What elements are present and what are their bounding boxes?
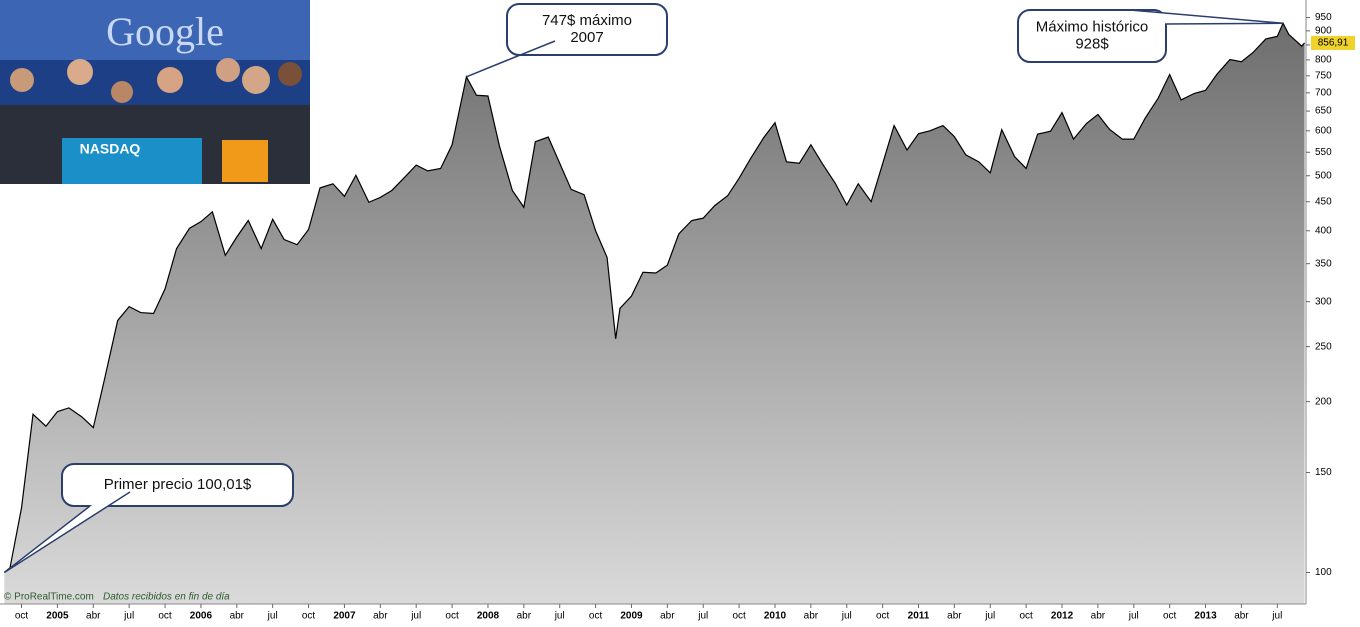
x-tick-label: 2009 xyxy=(620,611,643,622)
photo-podium xyxy=(62,138,202,184)
y-tick-label: 300 xyxy=(1315,296,1332,307)
y-tick-label: 100 xyxy=(1315,567,1332,578)
y-tick-label: 500 xyxy=(1315,170,1332,181)
photo-face xyxy=(157,67,183,93)
callout-pointer xyxy=(1129,9,1284,25)
last-price-label: 856,91 xyxy=(1318,38,1349,49)
x-tick-label: 2011 xyxy=(908,611,930,622)
x-tick-label: abr xyxy=(947,611,962,622)
x-tick-label: abr xyxy=(86,611,101,622)
area-layer xyxy=(3,21,1306,605)
y-tick-label: 200 xyxy=(1315,396,1332,407)
x-tick-label: jul xyxy=(697,611,708,622)
x-tick-label: abr xyxy=(804,611,819,622)
x-tick-label: oct xyxy=(445,611,459,622)
x-tick-label: 2006 xyxy=(190,611,213,622)
x-tick-label: oct xyxy=(1019,611,1033,622)
source: © ProRealTime.com xyxy=(4,592,94,603)
x-tick-label: jul xyxy=(1128,611,1139,622)
y-tick-label: 350 xyxy=(1315,258,1332,269)
callout-text: 928$ xyxy=(1075,35,1109,52)
x-tick-label: oct xyxy=(732,611,746,622)
x-tick-label: 2012 xyxy=(1051,611,1074,622)
x-tick-label: abr xyxy=(517,611,532,622)
photo-face xyxy=(216,58,240,82)
callout-box xyxy=(1017,9,1167,63)
photo-face xyxy=(67,59,93,85)
callout-box xyxy=(61,463,294,507)
y-tick-label: 450 xyxy=(1315,196,1332,207)
x-tick-label: jul xyxy=(984,611,995,622)
y-tick-label: 900 xyxy=(1315,25,1332,36)
x-tick-label: 2013 xyxy=(1194,611,1217,622)
photo-face xyxy=(10,68,34,92)
y-tick-label: 650 xyxy=(1315,106,1332,117)
photo-sign: NASDAQ xyxy=(80,141,141,157)
x-tick-label: abr xyxy=(1091,611,1106,622)
y-tick-label: 600 xyxy=(1315,125,1332,136)
x-tick-label: jul xyxy=(1271,611,1282,622)
y-tick-label: 800 xyxy=(1315,55,1332,66)
x-tick-label: oct xyxy=(876,611,890,622)
y-tick-label: 250 xyxy=(1315,341,1332,352)
y-tick-label: 750 xyxy=(1315,70,1332,81)
photo-face xyxy=(242,66,270,94)
x-tick-label: jul xyxy=(267,611,278,622)
x-tick-label: oct xyxy=(302,611,316,622)
x-tick-label: jul xyxy=(554,611,565,622)
x-tick-label: oct xyxy=(158,611,172,622)
x-tick-label: jul xyxy=(841,611,852,622)
y-tick-label: 700 xyxy=(1315,87,1332,98)
callout-text: Primer precio 100,01$ xyxy=(104,476,252,493)
y-tick-label: 400 xyxy=(1315,225,1332,236)
x-tick-label: jul xyxy=(123,611,134,622)
x-tick-label: abr xyxy=(373,611,388,622)
callout-box xyxy=(506,3,668,56)
callout-pointer xyxy=(466,40,556,78)
y-tick-label: 150 xyxy=(1315,467,1332,478)
photo-screen xyxy=(0,0,310,60)
x-tick-label: 2010 xyxy=(764,611,787,622)
x-tick-label: 2007 xyxy=(333,611,356,622)
photo: Google NASDAQ xyxy=(0,0,310,184)
y-tick-label: 950 xyxy=(1315,12,1332,23)
callout-text: 747$ máximo xyxy=(542,12,632,29)
x-tick-label: oct xyxy=(15,611,29,622)
photo-logo: Google xyxy=(106,9,224,54)
photo-screen-small xyxy=(222,140,268,182)
x-tick-label: 2005 xyxy=(46,611,69,622)
x-tick-label: jul xyxy=(410,611,421,622)
x-tick-label: 2008 xyxy=(477,611,500,622)
x-tick-label: oct xyxy=(589,611,603,622)
price-line xyxy=(3,21,1306,573)
callout-text: 2007 xyxy=(570,29,603,46)
x-tick-label: abr xyxy=(1234,611,1249,622)
y-tick-label: 550 xyxy=(1315,147,1332,158)
photo-face xyxy=(111,81,133,103)
last-price-box xyxy=(1311,35,1355,50)
x-tick-label: abr xyxy=(230,611,245,622)
area xyxy=(4,23,1305,605)
photo-face xyxy=(278,62,302,86)
callout-text: Máximo histórico xyxy=(1036,18,1149,35)
x-tick-label: abr xyxy=(660,611,675,622)
source-note: Datos recibidos en fin de día xyxy=(103,592,230,603)
x-tick-label: oct xyxy=(1163,611,1177,622)
callout-pointer xyxy=(3,491,131,574)
